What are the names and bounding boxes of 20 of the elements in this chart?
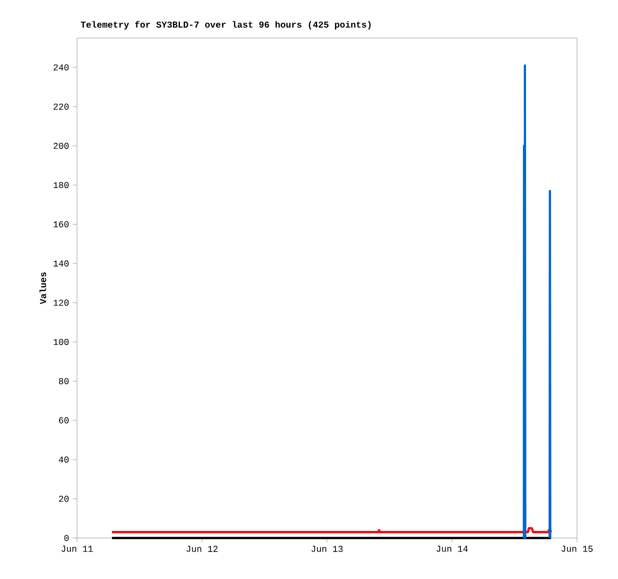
x-tick-label: Jun 12	[186, 546, 218, 552]
y-tick-label: 20	[59, 496, 69, 502]
chart-title: Telemetry for SY3BLD-7 over last 96 hours (425 points)	[80, 20, 371, 30]
y-tick-label: 240	[54, 64, 69, 70]
x-tick-label: Jun 14	[436, 546, 468, 552]
x-tick-label: Jun 15	[562, 546, 593, 552]
y-tick-label: 160	[54, 221, 69, 228]
x-tick-label: Jun 11	[62, 546, 93, 552]
y-tick-label: 140	[54, 260, 69, 267]
y-tick-label: 220	[54, 104, 69, 110]
y-tick-label: 120	[54, 300, 69, 306]
y-tick-label: 40	[58, 456, 69, 463]
y-tick-label: 0	[64, 534, 69, 542]
y-tick-label: 200	[54, 142, 69, 149]
y-tick-label: 100	[54, 338, 69, 345]
y-tick-label: 80	[58, 378, 69, 384]
y-axis-title: Values	[40, 272, 46, 304]
y-tick-label: 180	[54, 182, 69, 188]
y-tick-label: 60	[59, 417, 69, 424]
x-tick-label: Jun 13	[312, 546, 343, 552]
